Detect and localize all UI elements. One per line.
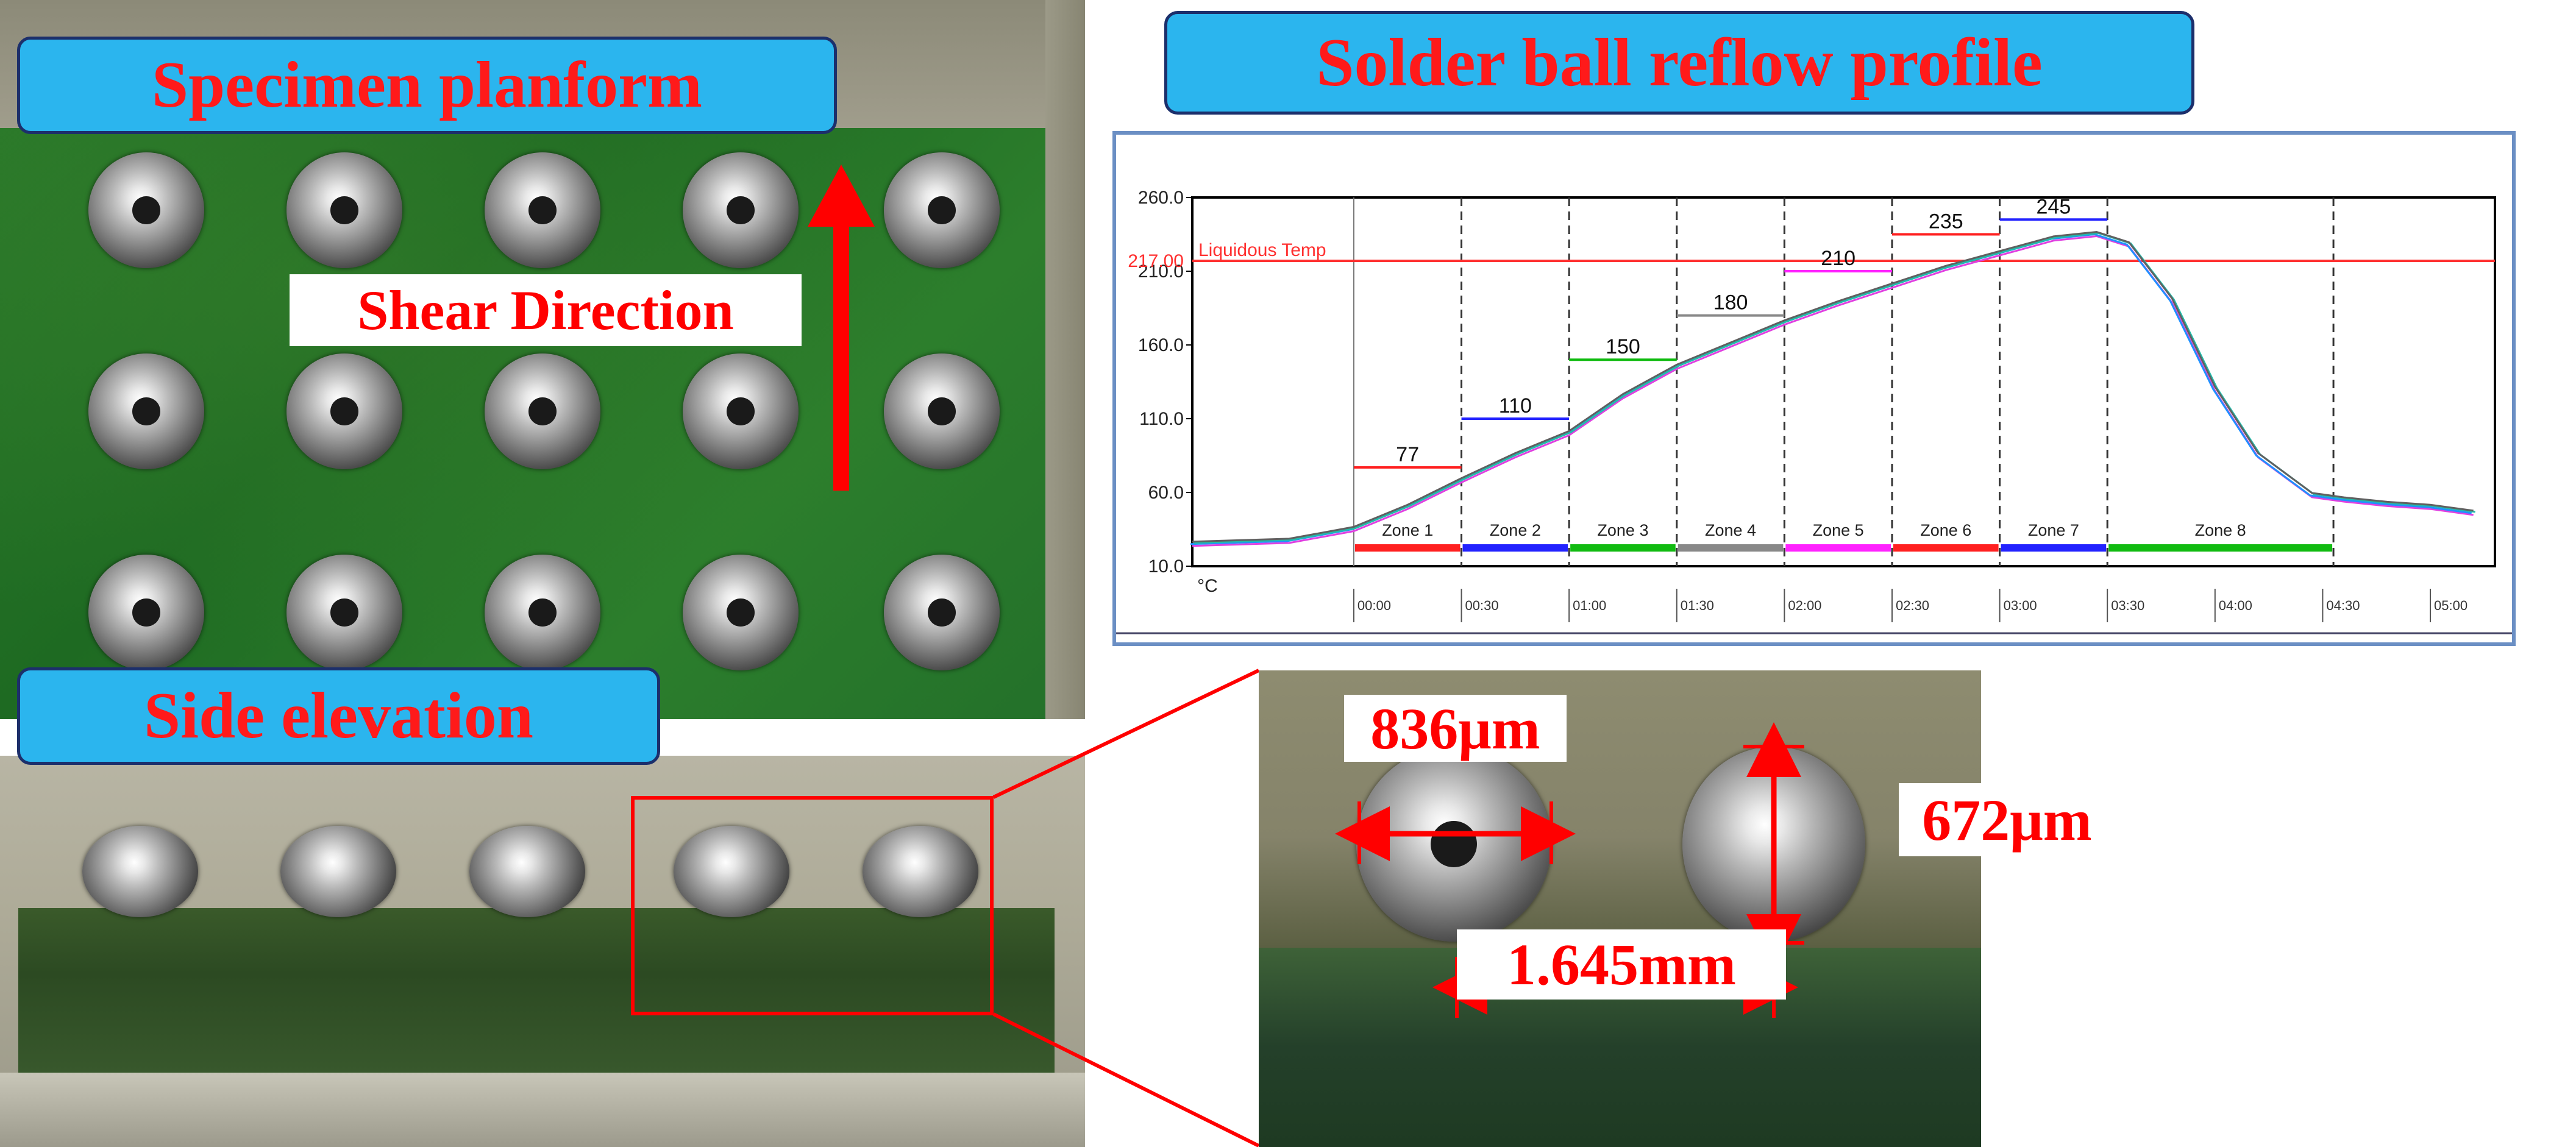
zone-color-bar: [1570, 544, 1676, 552]
zone-color-bar: [2108, 544, 2333, 552]
planform-solder-ball: [485, 555, 600, 670]
planform-solder-ball: [884, 353, 1000, 469]
side-board: [18, 908, 1055, 1073]
time-tick-label: 01:30: [1681, 598, 1714, 613]
time-tick-label: 04:30: [2326, 598, 2360, 613]
planform-solder-ball: [485, 152, 600, 268]
planform-solder-ball: [286, 555, 402, 670]
zone-setpoint-label: 210: [1821, 247, 1856, 270]
zone-name: Zone 6: [1920, 521, 1971, 539]
y-tick-label: 10.0: [1148, 556, 1184, 577]
zone-color-bar: [2001, 544, 2107, 552]
shear-arrow: [808, 165, 875, 491]
zone-name: Zone 4: [1705, 521, 1756, 539]
time-tick-label: 00:30: [1465, 598, 1499, 613]
zone-name: Zone 7: [2028, 521, 2079, 539]
planform-solder-ball: [286, 152, 402, 268]
zone-name: Zone 2: [1490, 521, 1541, 539]
liquidous-value-label: 217.00: [1128, 251, 1184, 271]
zone-setpoint-label: 150: [1606, 335, 1640, 358]
zone-name: Zone 5: [1813, 521, 1864, 539]
side-solder-ball: [863, 826, 978, 917]
side-solder-ball: [674, 826, 789, 917]
zone-color-bar: [1354, 544, 1461, 552]
zone-name: Zone 8: [2195, 521, 2246, 539]
reflow-chart-svg: 260.0 210.0 160.0 110.0 60.0 10.0 °C 217.00 Liqu…: [1116, 188, 2512, 634]
planform-solder-ball: [286, 353, 402, 469]
zoom-region-box: [631, 796, 994, 1015]
time-tick-label: 01:00: [1573, 598, 1606, 613]
profile-series-line: [1192, 230, 2474, 543]
liquidous-label: Liquidous Temp: [1198, 240, 1326, 260]
reflow-title: Solder ball reflow profile: [1164, 11, 2194, 115]
y-tick-label: 210.0: [1138, 261, 1184, 282]
zone-name: Zone 1: [1382, 521, 1433, 539]
zone-color-bar: [1785, 544, 1891, 552]
zone-setpoint-label: 245: [2037, 195, 2071, 218]
zone-setpoint-label: 180: [1713, 291, 1748, 314]
time-tick-label: 03:00: [2004, 598, 2037, 613]
y-tick-label: 110.0: [1139, 409, 1184, 429]
y-tick-label: 60.0: [1148, 483, 1184, 503]
shear-direction-label: Shear Direction: [290, 274, 802, 346]
side-elevation-photo: [0, 756, 1085, 1147]
zone-color-bar: [1893, 544, 1999, 552]
time-tick-label: 05:00: [2434, 598, 2467, 613]
planform-solder-ball: [88, 555, 204, 670]
time-tick-label: 02:30: [1896, 598, 1929, 613]
planform-solder-ball: [683, 152, 799, 268]
time-tick-label: 00:00: [1357, 598, 1391, 613]
planform-title: Specimen planform: [17, 37, 837, 134]
planform-solder-ball: [884, 152, 1000, 268]
planform-solder-ball: [683, 353, 799, 469]
planform-solder-ball: [485, 353, 600, 469]
side-base: [0, 1073, 1085, 1147]
zone-setpoint-label: 77: [1396, 443, 1419, 466]
y-tick-label: 160.0: [1138, 335, 1184, 355]
planform-solder-ball: [88, 353, 204, 469]
time-tick-label: 04:00: [2219, 598, 2252, 613]
side-solder-ball: [82, 826, 198, 917]
y-tick-label: 260.0: [1138, 188, 1184, 208]
planform-solder-ball: [88, 152, 204, 268]
y-axis-unit: °C: [1197, 576, 1218, 596]
time-tick-label: 03:30: [2111, 598, 2144, 613]
zone-setpoint-label: 235: [1929, 210, 1963, 233]
planform-solder-ball: [884, 555, 1000, 670]
profile-series-line: [1192, 235, 2474, 547]
time-tick-label: 02:00: [1788, 598, 1821, 613]
reflow-chart: 260.0 210.0 160.0 110.0 60.0 10.0 °C 217.00 Liqu…: [1112, 131, 2516, 646]
zone-color-bar: [1678, 544, 1784, 552]
zone-setpoint-label: 110: [1499, 394, 1532, 417]
planform-solder-ball: [683, 555, 799, 670]
zone-name: Zone 3: [1597, 521, 1648, 539]
side-solder-ball: [469, 826, 585, 917]
pitch-label: 1.645mm: [1457, 929, 1786, 1000]
height-label: 672μm: [1899, 783, 2115, 856]
profile-series-line: [1190, 233, 2472, 545]
profile-series-line: [1194, 232, 2475, 544]
diameter-label: 836μm: [1344, 695, 1567, 762]
side-solder-ball: [280, 826, 396, 917]
side-elevation-title: Side elevation: [17, 667, 660, 765]
plot-border: [1191, 196, 2496, 567]
zone-color-bar: [1462, 544, 1568, 552]
planform-background-right: [1045, 0, 1085, 719]
